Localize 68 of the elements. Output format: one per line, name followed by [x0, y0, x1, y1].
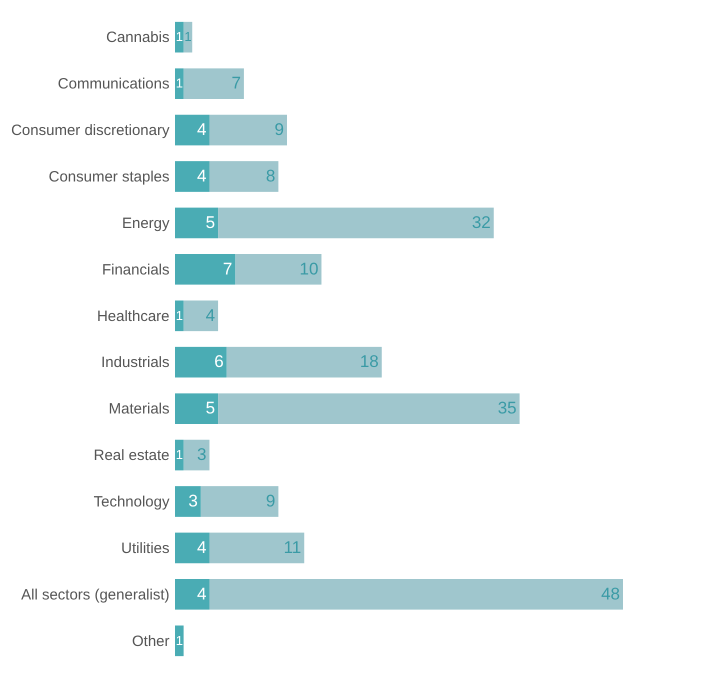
bar: [184, 22, 192, 53]
bar: [175, 300, 184, 332]
bar: [175, 486, 201, 517]
data-label: 1: [176, 447, 183, 462]
data-label: 5: [206, 212, 216, 232]
bar: [184, 300, 218, 332]
bar: [184, 68, 244, 99]
data-label: 1: [176, 76, 183, 91]
y-tick-label: Financials: [102, 261, 170, 278]
data-label: 1: [176, 29, 183, 44]
data-label: 35: [498, 398, 517, 418]
y-tick-label: Cannabis: [106, 29, 170, 46]
bar: [175, 346, 227, 378]
data-label: 4: [196, 538, 206, 557]
bar: [175, 114, 210, 146]
y-tick-label: Other: [132, 632, 170, 650]
bar: [175, 22, 184, 53]
bar: [209, 579, 623, 610]
bar: [235, 254, 322, 285]
data-label: 48: [601, 584, 620, 604]
data-label: 3: [196, 445, 206, 464]
bar: [175, 161, 210, 192]
bar: [209, 161, 278, 192]
y-tick-label: Industrials: [101, 354, 170, 372]
y-tick-label: Communications: [58, 76, 170, 93]
data-label: 4: [206, 306, 216, 325]
y-tick-label: Energy: [122, 214, 170, 232]
data-label: 32: [472, 212, 491, 232]
bar: [175, 393, 218, 424]
bar: [218, 208, 494, 238]
bar: [175, 579, 210, 610]
data-label: 9: [274, 120, 284, 140]
bar: [226, 346, 382, 378]
bar: [218, 393, 520, 424]
bar: [209, 114, 287, 146]
data-label: 10: [300, 259, 318, 278]
bar: [175, 440, 184, 470]
data-label: 7: [222, 259, 232, 278]
bar: [209, 532, 304, 564]
data-label: 3: [188, 492, 198, 510]
y-tick-label: Consumer staples: [48, 168, 170, 186]
y-tick-label: All sectors (generalist): [21, 586, 170, 604]
data-label: 7: [231, 74, 241, 93]
bar: [175, 68, 184, 99]
data-label: 4: [196, 166, 206, 186]
y-tick-label: Healthcare: [96, 308, 170, 325]
bar: [175, 532, 210, 564]
data-label: 11: [284, 538, 302, 557]
data-label: 6: [214, 352, 224, 372]
y-tick-label: Utilities: [121, 540, 170, 557]
y-tick-label: Consumer discretionary: [11, 122, 170, 140]
bar: [200, 486, 278, 517]
bar: [175, 254, 236, 285]
data-label: 1: [176, 308, 183, 323]
data-label: 4: [196, 584, 206, 604]
bar: [175, 208, 218, 238]
data-label: 5: [206, 398, 216, 418]
data-label: 1: [184, 29, 192, 44]
bar: [175, 625, 184, 656]
y-tick-label: Technology: [94, 494, 170, 510]
data-label: 9: [266, 492, 276, 510]
data-label: 18: [360, 352, 379, 372]
y-tick-label: Materials: [108, 400, 170, 418]
data-label: 4: [196, 120, 206, 140]
data-label: 8: [266, 166, 276, 186]
data-label: 1: [176, 632, 183, 648]
y-tick-label: Real estate: [94, 447, 170, 464]
bar: [184, 440, 210, 470]
